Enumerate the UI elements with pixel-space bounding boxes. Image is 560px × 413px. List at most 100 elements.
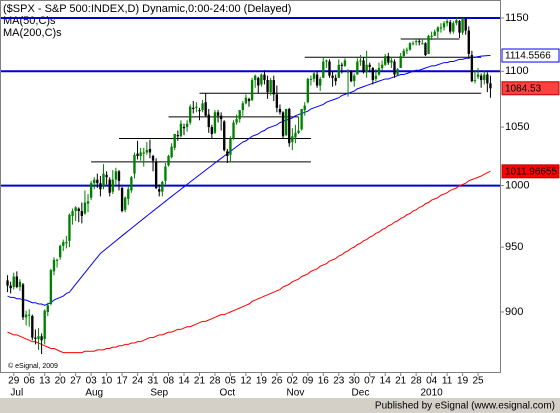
candle-body	[89, 183, 93, 198]
candle-body	[207, 114, 210, 128]
candle-body	[272, 80, 275, 95]
candle-body	[368, 64, 371, 67]
x-tick-label: 08	[163, 376, 175, 387]
candle-body	[198, 110, 201, 112]
candle-body	[189, 106, 192, 123]
x-tick-label: 11	[442, 376, 453, 387]
x-tick-label: 24	[132, 376, 144, 387]
candle-body	[449, 22, 452, 32]
x-tick-label: 27	[70, 376, 82, 387]
x-tick-label: 25	[473, 376, 485, 387]
candle-body	[365, 64, 368, 73]
candle-body	[343, 60, 347, 66]
candle-body	[464, 19, 467, 31]
candle-body	[120, 188, 124, 212]
candle-body	[380, 64, 384, 69]
x-tick-label: 14	[380, 376, 392, 387]
value-box-label: 1114.5566	[505, 51, 551, 62]
candle-body	[136, 153, 139, 156]
candle-body	[173, 133, 176, 148]
candle-body	[148, 148, 152, 153]
candle-body	[142, 152, 145, 154]
candle-body	[68, 214, 71, 241]
y-tick-label: 1050	[505, 121, 529, 133]
candle-body	[254, 75, 257, 81]
candle-body	[411, 43, 415, 45]
x-tick-label: 26	[271, 376, 283, 387]
x-tick-label: 03	[86, 376, 98, 387]
candle-body	[176, 135, 179, 137]
candle-body	[164, 166, 167, 181]
candle-body	[377, 68, 381, 75]
candle-body	[40, 336, 43, 341]
candle-body	[325, 60, 328, 62]
candle-body	[399, 56, 402, 69]
candle-body	[473, 80, 477, 82]
x-tick-label: 12	[240, 376, 252, 387]
x-tick-label: 06	[24, 376, 36, 387]
candle-body	[151, 155, 155, 161]
candle-body	[219, 115, 223, 120]
y-tick-label: 1150	[505, 12, 529, 24]
x-tick-label: 16	[318, 376, 330, 387]
candle-body	[387, 56, 390, 63]
candle-body	[269, 80, 272, 93]
x-tick-label: 28	[411, 376, 423, 387]
candle-body	[167, 155, 170, 166]
candle-body	[430, 35, 433, 37]
x-tick-label: 14	[178, 376, 190, 387]
candle-body	[408, 43, 412, 50]
candle-body	[247, 98, 251, 102]
candle-body	[124, 197, 127, 210]
x-tick-label: 05	[225, 376, 237, 387]
candle-body	[442, 23, 446, 28]
candle-body	[322, 61, 325, 78]
candle-body	[356, 61, 359, 75]
candle-body	[288, 108, 291, 144]
candle-body	[241, 103, 244, 111]
candle-body	[52, 259, 56, 272]
candle-body	[46, 305, 49, 312]
candle-body	[21, 284, 25, 318]
candle-body	[114, 171, 118, 180]
candle-body	[337, 64, 340, 78]
candle-body	[297, 130, 300, 133]
y-tick-label: 1000	[505, 180, 529, 192]
y-tick-label: 900	[505, 306, 523, 318]
candle-body	[24, 314, 28, 318]
candle-body	[216, 112, 220, 116]
legend-entry: MA(50,C)s	[3, 15, 56, 27]
candle-body	[281, 112, 285, 137]
candle-body	[424, 43, 427, 56]
x-tick-label: 04	[426, 376, 438, 387]
candle-body	[433, 31, 436, 36]
candle-body	[461, 17, 464, 33]
candle-body	[309, 78, 313, 80]
candle-body	[105, 174, 108, 178]
x-tick-label: 17	[117, 376, 129, 387]
candle-body	[250, 80, 254, 100]
value-box-label: 1011.96655	[505, 166, 558, 177]
candle-body	[49, 270, 53, 305]
candle-body	[235, 119, 238, 123]
candle-body	[396, 69, 399, 75]
candle-body	[80, 211, 84, 216]
candle-body	[127, 189, 130, 199]
month-label: Dec	[352, 388, 370, 399]
x-tick-label: 19	[256, 376, 268, 387]
month-label: Jul	[10, 388, 23, 399]
candle-body	[390, 60, 393, 63]
candle-body	[257, 77, 260, 86]
candle-body	[467, 30, 470, 54]
candle-body	[15, 276, 19, 287]
candle-body	[71, 211, 74, 216]
candle-body	[232, 122, 235, 139]
candle-body	[62, 242, 65, 246]
candle-body	[170, 146, 173, 158]
candle-body	[6, 280, 9, 286]
candle-body	[346, 71, 350, 73]
x-tick-label: 31	[147, 376, 159, 387]
candle-body	[226, 151, 229, 156]
candle-body	[201, 103, 204, 111]
footer-bar	[0, 398, 560, 413]
